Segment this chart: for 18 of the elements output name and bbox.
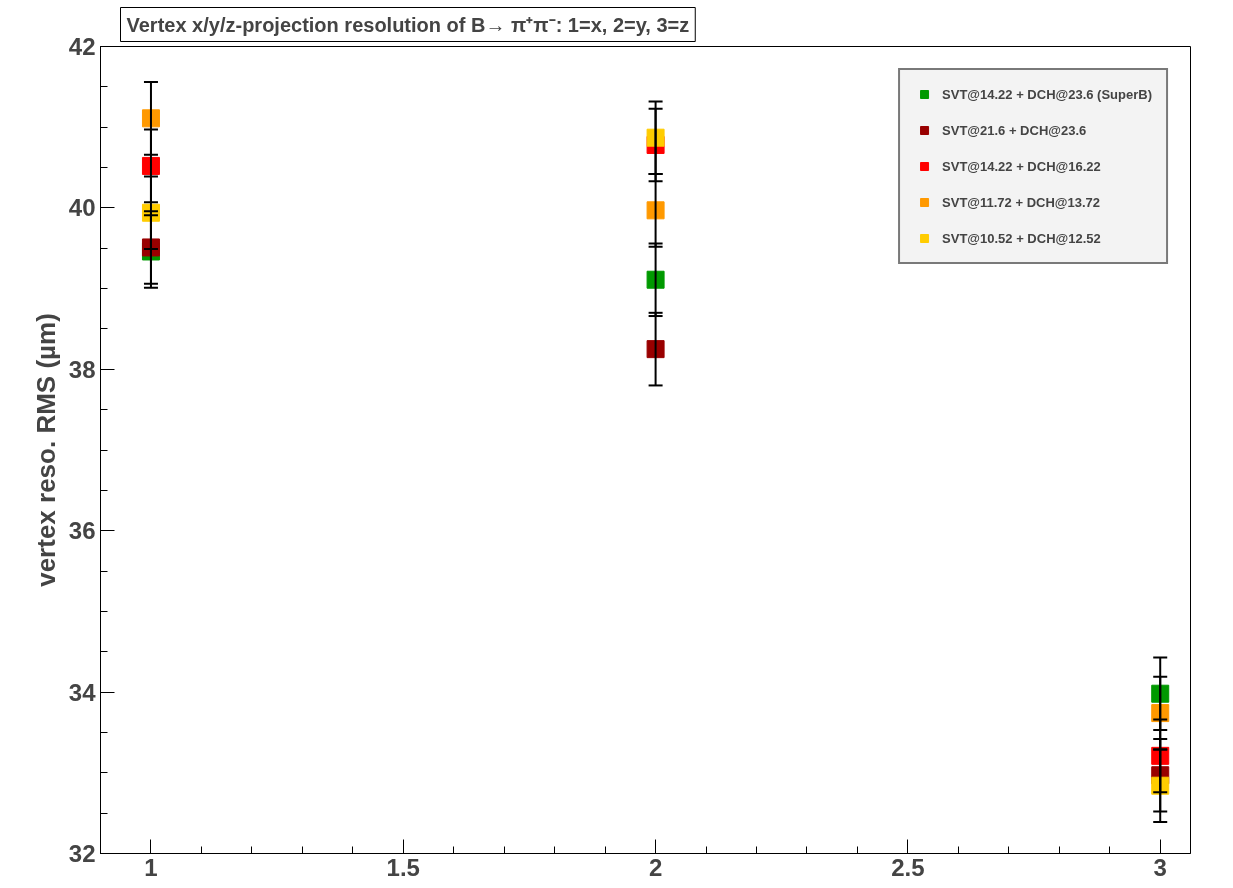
y-tick-label: 36	[68, 517, 96, 545]
legend-label: SVT@11.72 + DCH@13.72	[942, 194, 1101, 210]
legend-label: SVT@21.6 + DCH@23.6	[942, 122, 1087, 138]
y-tick-label: 38	[68, 355, 96, 383]
legend-label: SVT@10.52 + DCH@12.52	[942, 230, 1101, 246]
legend-label: SVT@14.22 + DCH@16.22	[942, 158, 1101, 174]
legend-label: SVT@14.22 + DCH@23.6 (SuperB)	[942, 86, 1152, 102]
y-axis-title: vertex reso. RMS (µm)	[30, 313, 61, 587]
x-tick-label: 1	[144, 853, 158, 881]
chart-title: Vertex x/y/z-projection resolution of B→ π⁺π⁻: 1=x, 2=y, 3=z	[126, 13, 690, 36]
y-tick-label: 32	[68, 840, 96, 867]
x-tick-label: 3	[1153, 853, 1167, 881]
y-tick-label: 40	[68, 194, 96, 222]
x-tick-label: 2	[648, 853, 663, 881]
y-tick-label: 34	[68, 678, 97, 706]
y-tick-label: 42	[68, 33, 96, 60]
x-tick-label: 2.5	[891, 853, 925, 881]
x-tick-label: 1.5	[386, 853, 420, 881]
